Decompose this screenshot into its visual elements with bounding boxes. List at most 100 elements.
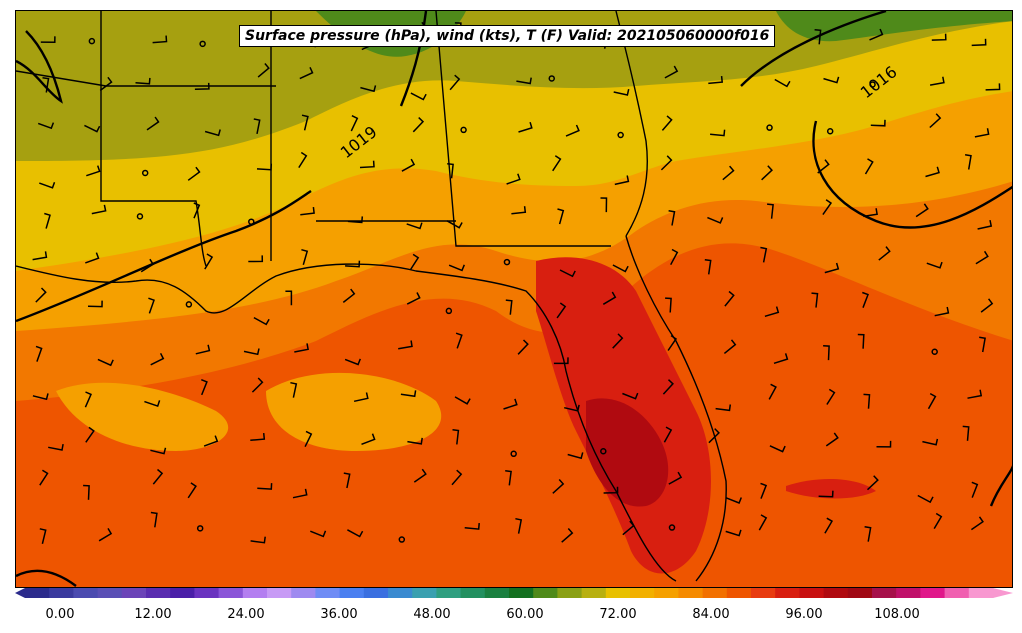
wind-barb (769, 445, 786, 453)
wind-barb (758, 514, 768, 531)
colorbar-swatch (388, 588, 413, 598)
colorbar-swatch (872, 588, 897, 598)
wind-barb (704, 258, 712, 275)
wind-barb (724, 290, 735, 307)
wind-barb (99, 76, 113, 92)
colorbar-swatch (581, 588, 607, 598)
wind-barb (360, 85, 377, 93)
wind-barb (194, 82, 210, 91)
colorbar-swatch (630, 588, 655, 598)
wind-barb (39, 528, 47, 544)
colorbar-swatch (799, 588, 825, 598)
wind-barb (37, 122, 55, 130)
wind-barb (292, 488, 308, 499)
isobar-sw (16, 569, 77, 587)
wind-barb (814, 29, 822, 45)
wind-barb (452, 429, 460, 445)
wind-barb (299, 66, 314, 80)
wind-barb (602, 291, 617, 305)
colorbar-swatch (654, 588, 679, 598)
wind-barb (864, 158, 874, 175)
wind-barb (556, 302, 567, 319)
wind-barb (767, 203, 774, 219)
isobar-ne (740, 11, 887, 87)
wind-barb (979, 336, 986, 353)
wind-barb (84, 391, 92, 408)
wind-barb (667, 334, 678, 351)
wind-barb (39, 469, 49, 486)
wind-barb (454, 396, 471, 405)
colorbar-swatch (146, 588, 171, 598)
isobar-se (989, 465, 1012, 507)
wind-barb (251, 377, 264, 393)
wind-barb (817, 159, 830, 174)
wind-barb (664, 65, 679, 79)
wind-barb (35, 345, 43, 362)
wind-barb (152, 468, 164, 485)
wind-barb (98, 528, 113, 542)
wind-barb (506, 173, 521, 185)
wind-barb (823, 76, 840, 84)
wind-barb (600, 197, 608, 213)
wind-barb (193, 202, 201, 219)
wind-barb (971, 38, 987, 47)
wind-barb (347, 216, 364, 224)
wind-barb (361, 433, 376, 446)
wind-barb (285, 290, 293, 306)
wind-barb (203, 435, 219, 447)
calm-wind-marker (503, 258, 511, 266)
wind-barb (663, 426, 673, 443)
wind-barb (195, 344, 211, 355)
calm-wind-marker (766, 124, 773, 131)
wind-barb (985, 83, 1001, 91)
wind-barb (876, 440, 892, 448)
wind-barb (150, 352, 165, 366)
colorbar-swatch (194, 588, 220, 598)
wind-barb (412, 117, 425, 133)
wind-barb (243, 348, 260, 356)
wind-barb (144, 400, 161, 408)
wind-barb (557, 208, 565, 225)
calm-wind-marker (445, 307, 453, 315)
wind-barb (668, 209, 676, 226)
colorbar-tick-label: 36.00 (320, 607, 358, 622)
temperature-colorbar (15, 588, 1013, 598)
colorbar-extend-low (15, 588, 25, 598)
wind-barb (256, 163, 273, 171)
wind-barb (48, 443, 64, 451)
wind-barb (559, 269, 576, 278)
wind-barb (150, 511, 158, 528)
wind-barb (708, 76, 724, 85)
field-red-cuba (786, 479, 876, 499)
wind-barb (347, 529, 364, 538)
wind-barb (926, 261, 943, 269)
wind-barb (250, 433, 266, 442)
wind-barb (39, 181, 56, 189)
wind-barb (567, 452, 584, 460)
wind-barb (135, 77, 151, 85)
wind-barb (870, 119, 886, 127)
wind-barb (146, 116, 160, 131)
wind-barb (760, 246, 768, 263)
colorbar-swatch (218, 588, 244, 598)
wind-barb (516, 77, 532, 85)
field-light-orange-gulf (56, 382, 229, 451)
wind-barb (725, 497, 742, 504)
wind-barb (150, 447, 167, 455)
wind-barb (768, 383, 777, 400)
colorbar-tick-label: 72.00 (599, 607, 637, 622)
wind-barb (825, 432, 839, 447)
colorbar-swatch (436, 588, 462, 598)
wind-barb (612, 264, 629, 273)
wind-barb (353, 392, 369, 403)
wind-barb (344, 358, 361, 366)
colorbar-swatch (49, 588, 74, 598)
wind-barb (722, 165, 735, 181)
wind-barb (824, 262, 840, 274)
wind-barb (725, 529, 742, 537)
wind-barb (85, 252, 100, 264)
wind-barb (927, 392, 937, 410)
calm-wind-marker (185, 301, 193, 308)
wind-barb (148, 297, 155, 314)
colorbar-swatch (702, 588, 728, 598)
